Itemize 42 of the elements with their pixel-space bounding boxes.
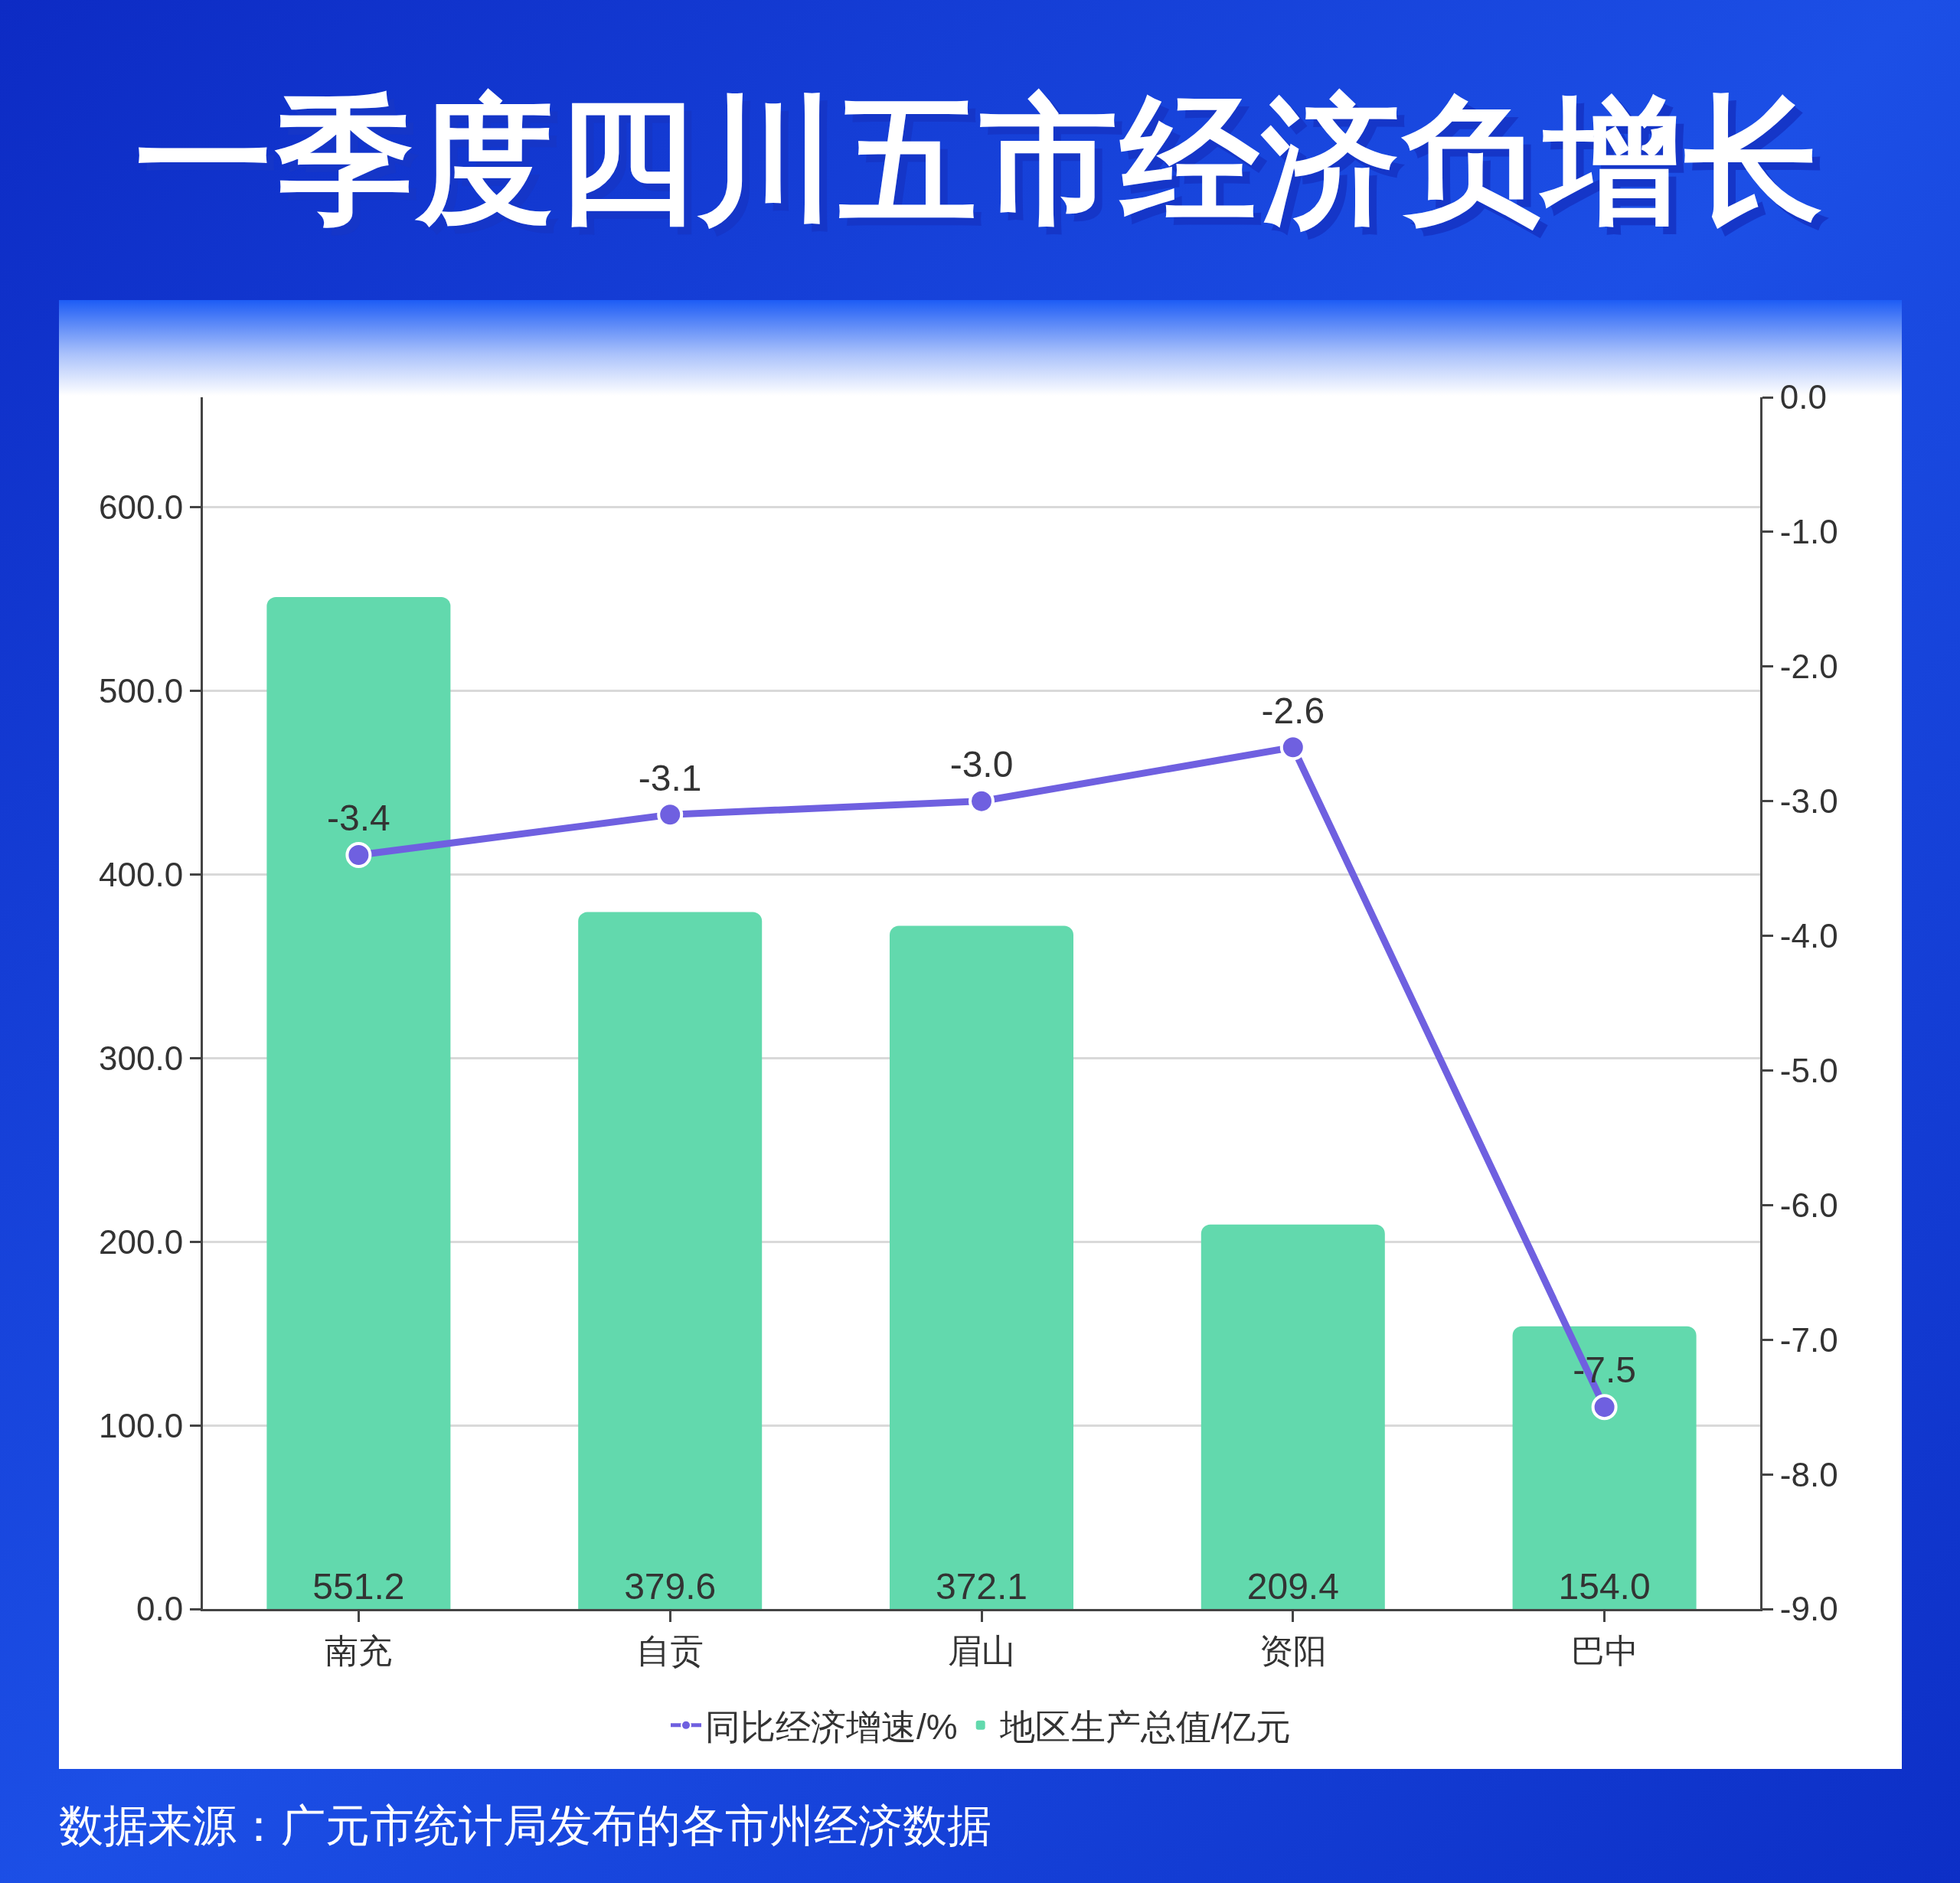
source-note: 数据来源：广元市统计局发布的各市州经济数据: [59, 1800, 991, 1852]
data-label: -3.4: [327, 798, 390, 839]
x-tick-label: 资阳: [1259, 1631, 1327, 1669]
x-tick-label: 眉山: [948, 1631, 1015, 1669]
y2-tick-label: -6.0: [1779, 1186, 1838, 1224]
legend-label: 地区生产总值/亿元: [998, 1706, 1292, 1747]
x-tick-label: 自贡: [636, 1631, 704, 1669]
y2-tick-label: -9.0: [1779, 1590, 1838, 1628]
y2-tick-label: -1.0: [1779, 513, 1838, 551]
y-tick-label: 200.0: [99, 1222, 184, 1261]
data-label: 372.1: [935, 1566, 1028, 1607]
point: [345, 842, 372, 869]
bar: [266, 596, 451, 1609]
bar: [1200, 1224, 1385, 1609]
y-tick-label: 400.0: [99, 856, 184, 894]
data-label: 379.6: [624, 1566, 717, 1607]
y2-tick-label: -7.0: [1779, 1320, 1838, 1359]
y2-tick-label: -4.0: [1779, 916, 1838, 955]
data-label: 209.4: [1246, 1566, 1339, 1607]
data-label: -2.6: [1261, 690, 1325, 731]
legend-label: 同比经济增速/%: [705, 1706, 958, 1747]
chart-title: 一季度四川五市经济负增长: [134, 83, 1826, 239]
bar: [1512, 1326, 1697, 1609]
x-tick-label: 巴中: [1570, 1631, 1638, 1669]
data-label: 154.0: [1558, 1566, 1651, 1607]
x-tick-label: 南充: [325, 1631, 393, 1669]
y-tick-label: 500.0: [99, 672, 184, 710]
point: [1591, 1394, 1618, 1421]
y2-tick-label: -5.0: [1779, 1051, 1838, 1089]
bar: [578, 912, 763, 1609]
y2-tick-label: -3.0: [1779, 782, 1838, 821]
y-tick-label: 0.0: [136, 1590, 184, 1628]
y2-tick-label: 0.0: [1779, 378, 1827, 416]
y-tick-label: 100.0: [99, 1406, 184, 1444]
y-tick-label: 300.0: [99, 1039, 184, 1077]
y2-tick-label: -8.0: [1779, 1455, 1838, 1493]
bar: [889, 925, 1074, 1609]
y2-tick-label: -2.0: [1779, 648, 1838, 686]
y-tick-label: 600.0: [99, 488, 184, 527]
data-label: -3.0: [949, 743, 1014, 785]
data-label: 551.2: [312, 1566, 405, 1607]
data-label: -3.1: [638, 757, 702, 798]
